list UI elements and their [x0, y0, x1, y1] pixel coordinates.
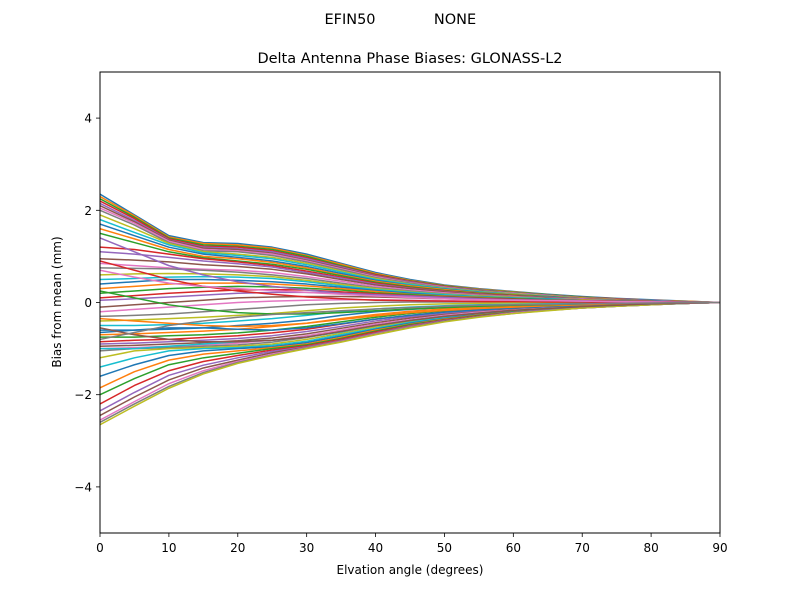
x-tick-label: 10: [161, 541, 176, 555]
x-tick-label: 80: [643, 541, 658, 555]
y-tick-label: 2: [84, 204, 92, 218]
series-line-56: [100, 301, 720, 343]
series-line-57: [100, 269, 720, 304]
series-line-49: [100, 301, 720, 426]
x-tick-label: 30: [299, 541, 314, 555]
y-axis: −4 −2 0 2 4: [74, 112, 100, 494]
y-tick-label: −4: [74, 480, 92, 494]
y-tick-label: 4: [84, 112, 92, 126]
x-tick-label: 50: [437, 541, 452, 555]
x-tick-label: 40: [368, 541, 383, 555]
x-tick-label: 90: [712, 541, 727, 555]
series-line-58: [100, 301, 720, 341]
x-tick-label: 20: [230, 541, 245, 555]
suptitle-left: EFIN50: [324, 12, 375, 28]
chart-title: Delta Antenna Phase Biases: GLONASS-L2: [257, 51, 562, 67]
y-axis-label: Bias from mean (mm): [50, 236, 64, 367]
x-tick-label: 70: [575, 541, 590, 555]
series-layer: [100, 193, 720, 426]
x-axis-label: Elvation angle (degrees): [337, 563, 484, 577]
x-axis: 0 10 20 30 40 50 60 70 80 90: [96, 533, 728, 555]
x-tick-label: 60: [506, 541, 521, 555]
x-tick-label: 0: [96, 541, 104, 555]
y-tick-label: 0: [84, 296, 92, 310]
y-tick-label: −2: [74, 388, 92, 402]
suptitle-right: NONE: [434, 12, 476, 28]
